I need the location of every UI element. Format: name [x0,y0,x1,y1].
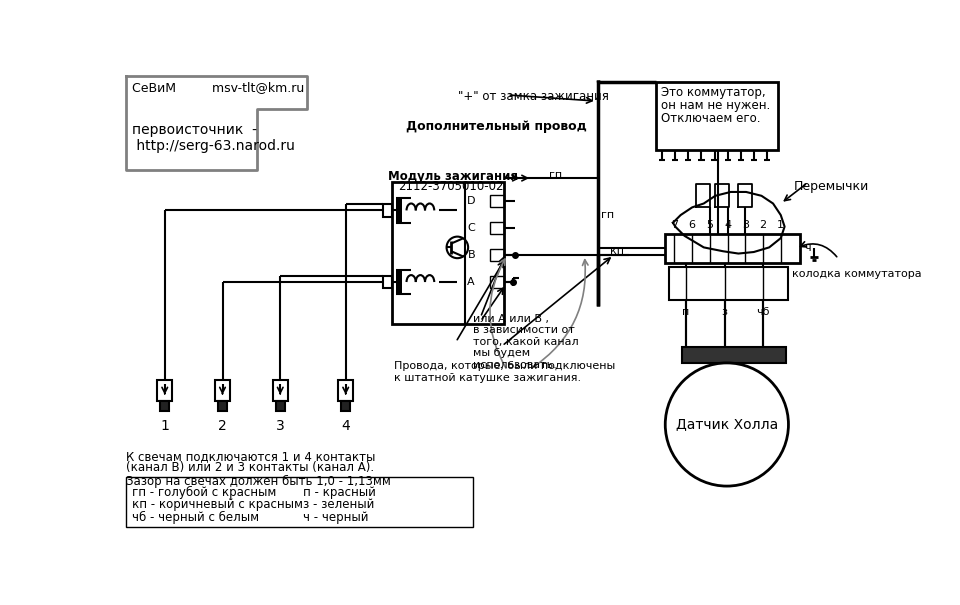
Text: Датчик Холла: Датчик Холла [676,417,778,431]
Text: он нам не нужен.: он нам не нужен. [661,99,771,112]
Bar [656,82,778,149]
Text: СеВиМ         msv-tlt@km.ru: СеВиМ msv-tlt@km.ru [132,82,304,94]
Text: ч: ч [804,243,810,253]
Text: 2: 2 [218,419,227,433]
Bar [273,380,288,401]
Bar [383,204,392,217]
Bar [157,380,173,401]
Text: чб: чб [756,307,770,318]
Text: 7: 7 [671,220,678,231]
Text: 2: 2 [759,220,767,231]
Text: з - зеленый: з - зеленый [303,499,374,511]
Text: Модуль зажигания: Модуль зажигания [388,171,518,183]
Text: 5: 5 [707,220,713,231]
Bar [490,249,504,261]
Bar [490,195,504,208]
Text: Перемычки: Перемычки [794,180,869,194]
Text: Это коммутатор,: Это коммутатор, [661,86,766,99]
Text: з: з [722,307,728,318]
Bar [396,198,402,223]
Text: чб - черный с белым: чб - черный с белым [132,511,259,524]
Text: 2112-3705010-02: 2112-3705010-02 [398,180,504,192]
Text: п - красный: п - красный [303,486,376,499]
Text: B: B [468,250,475,260]
Text: или А или В ,
в зависимости от
того, какой канал
мы будем
использовать.: или А или В , в зависимости от того, как… [472,313,578,370]
Bar [490,222,504,234]
Text: Отключаем его.: Отключаем его. [661,112,761,125]
Text: кп: кп [610,246,624,257]
Bar [160,401,169,411]
Text: гп: гп [601,210,614,220]
Text: К свечам подключаются 1 и 4 контакты: К свечам подключаются 1 и 4 контакты [127,450,375,463]
Text: D: D [467,196,475,206]
Text: гп: гп [549,170,563,180]
Text: 1: 1 [778,220,784,231]
Bar [396,270,402,295]
Text: http://serg-63.narod.ru: http://serg-63.narod.ru [132,139,295,152]
Text: 6: 6 [688,220,696,231]
Text: Дополнительный провод: Дополнительный провод [406,120,587,132]
Text: гп - голубой с красным: гп - голубой с красным [132,486,276,499]
Bar [215,380,230,401]
Bar [665,234,800,263]
Text: ч - черный: ч - черный [303,511,369,524]
Bar [392,182,504,324]
Bar [338,380,353,401]
Text: колодка коммутатора: колодка коммутатора [792,269,922,279]
Text: кп - коричневый с красным: кп - коричневый с красным [132,499,302,511]
Text: 4: 4 [342,419,350,433]
Text: (канал В) или 2 и 3 контакты (канал А).: (канал В) или 2 и 3 контакты (канал А). [127,462,374,474]
Bar [683,347,786,363]
Text: 4: 4 [724,220,732,231]
Text: 3: 3 [742,220,749,231]
Text: Зазор на свечах должен быть 1,0 - 1,13мм: Зазор на свечах должен быть 1,0 - 1,13мм [127,476,391,488]
Text: п: п [683,307,689,318]
Text: "+" от замка зажигания: "+" от замка зажигания [458,90,609,102]
Text: C: C [468,223,475,233]
Text: Провода, которые, были подключены
к штатной катушке зажигания.: Провода, которые, были подключены к штат… [395,361,615,383]
Bar [383,276,392,288]
Bar [490,276,504,288]
Bar [669,267,788,299]
Text: 1: 1 [160,419,169,433]
Bar [218,401,228,411]
Bar [276,401,285,411]
Text: 3: 3 [276,419,284,433]
Bar [127,477,472,527]
Text: A: A [468,277,475,287]
Text: первоисточник  -: первоисточник - [132,123,256,137]
Bar [341,401,350,411]
